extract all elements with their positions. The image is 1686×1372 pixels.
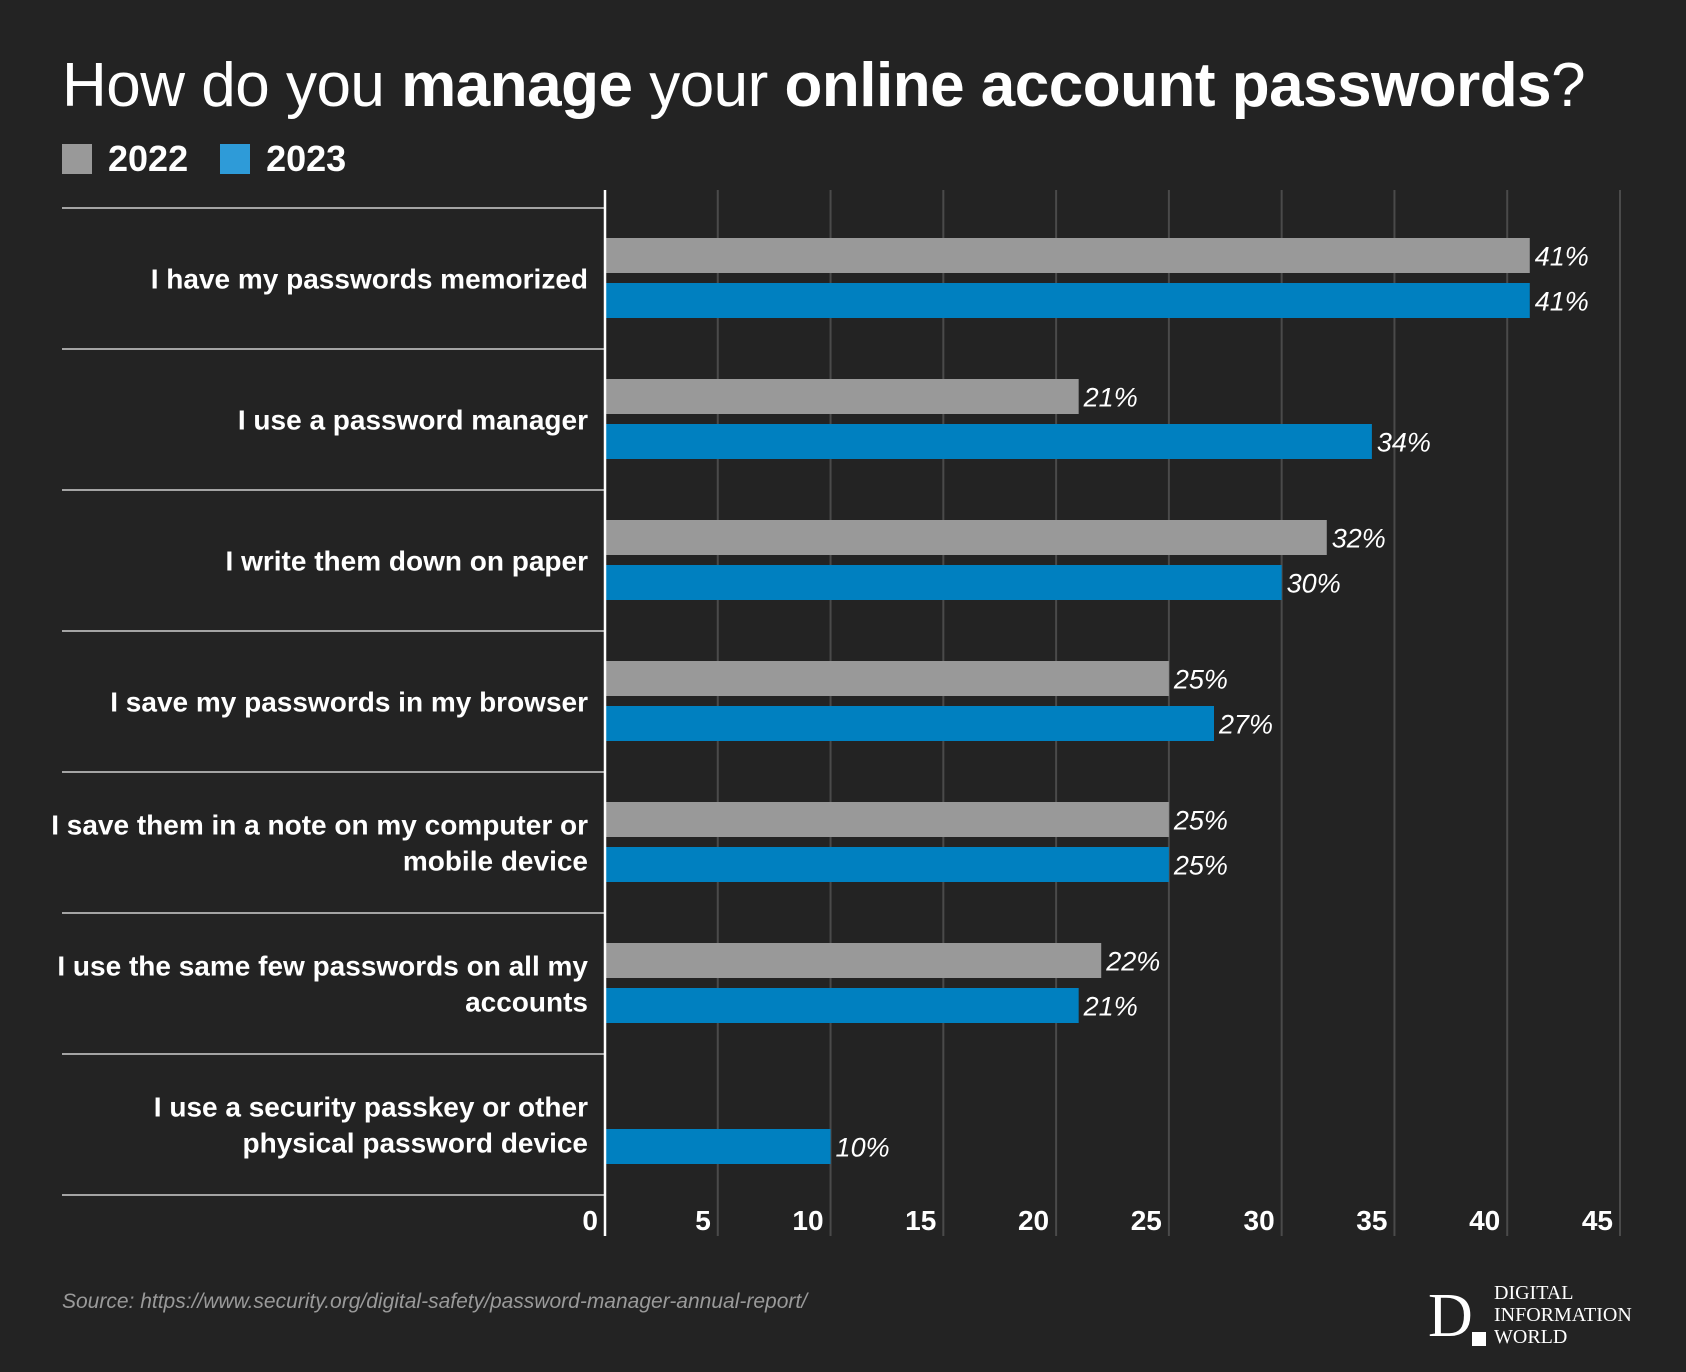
bar-2023-1	[605, 424, 1372, 459]
logo-line-2: INFORMATION	[1494, 1304, 1632, 1326]
data-label-2022-3: 25%	[1173, 665, 1228, 695]
category-label-1-0: I use a password manager	[238, 405, 588, 436]
data-label-2022-0: 41%	[1535, 242, 1589, 272]
title-part-3: online account passwords	[784, 51, 1552, 120]
legend: 2022 2023	[62, 136, 378, 182]
logo-line-3: WORLD	[1494, 1326, 1568, 1348]
bar-2022-2	[605, 520, 1327, 555]
data-label-2022-2: 32%	[1332, 524, 1386, 554]
title-part-2: your	[632, 51, 785, 120]
x-tick-label-15: 15	[905, 1205, 936, 1236]
digital-information-world-logo: D DIGITAL INFORMATION WORLD	[1428, 1280, 1668, 1352]
category-label-5-1: accounts	[465, 987, 588, 1018]
bar-2022-5	[605, 943, 1102, 978]
legend-label-2022: 2022	[108, 138, 189, 179]
logo-text: DIGITAL INFORMATION WORLD	[1494, 1282, 1632, 1348]
data-label-2023-3: 27%	[1218, 710, 1273, 740]
x-tick-label-40: 40	[1469, 1205, 1500, 1236]
data-label-2023-0: 41%	[1535, 287, 1589, 317]
category-label-6-1: physical password device	[243, 1128, 589, 1159]
bar-2022-4	[605, 802, 1169, 837]
x-tick-label-5: 5	[695, 1205, 711, 1236]
data-label-2022-1: 21%	[1083, 383, 1138, 413]
source-note: Source: https://www.security.org/digital…	[62, 1290, 808, 1313]
data-label-2023-2: 30%	[1287, 569, 1341, 599]
category-label-4-0: I save them in a note on my computer or	[51, 810, 588, 841]
bar-2022-3	[605, 661, 1169, 696]
title-part-0: How do you	[62, 51, 402, 120]
x-tick-label-20: 20	[1018, 1205, 1049, 1236]
category-label-4-1: mobile device	[403, 846, 588, 877]
title-part-1: manage	[401, 51, 633, 120]
bar-2022-1	[605, 379, 1079, 414]
bar-2023-5	[605, 988, 1079, 1023]
logo-square	[1472, 1332, 1486, 1346]
title-part-4: ?	[1551, 51, 1586, 120]
data-label-2023-5: 21%	[1083, 992, 1138, 1022]
legend-swatch-2022	[62, 144, 92, 174]
bar-2023-6	[605, 1129, 831, 1164]
logo-line-1: DIGITAL	[1494, 1282, 1574, 1304]
x-tick-label-30: 30	[1244, 1205, 1275, 1236]
x-tick-label-35: 35	[1356, 1205, 1387, 1236]
x-tick-label-10: 10	[792, 1205, 823, 1236]
x-tick-label-45: 45	[1582, 1205, 1613, 1236]
x-tick-label-0: 0	[582, 1205, 598, 1236]
bar-2023-3	[605, 706, 1214, 741]
category-label-0-0: I have my passwords memorized	[151, 264, 588, 295]
category-label-3-0: I save my passwords in my browser	[110, 687, 588, 718]
category-label-5-0: I use the same few passwords on all my	[57, 951, 588, 982]
data-label-2023-4: 25%	[1173, 851, 1228, 881]
chart-title: How do you manage your online account pa…	[62, 46, 1586, 126]
data-label-2023-1: 34%	[1377, 428, 1431, 458]
bar-2023-2	[605, 565, 1282, 600]
category-label-2-0: I write them down on paper	[226, 546, 589, 577]
category-label-6-0: I use a security passkey or other	[154, 1092, 588, 1123]
data-label-2022-5: 22%	[1105, 947, 1160, 977]
data-label-2023-6: 10%	[836, 1133, 890, 1163]
legend-label-2023: 2023	[266, 138, 347, 179]
bar-2023-4	[605, 847, 1169, 882]
legend-swatch-2023	[220, 144, 251, 174]
x-tick-label-25: 25	[1131, 1205, 1162, 1236]
bar-2022-0	[605, 238, 1530, 273]
data-label-2022-4: 25%	[1173, 806, 1228, 836]
logo-mark: D	[1428, 1282, 1473, 1350]
bar-2023-0	[605, 283, 1530, 318]
